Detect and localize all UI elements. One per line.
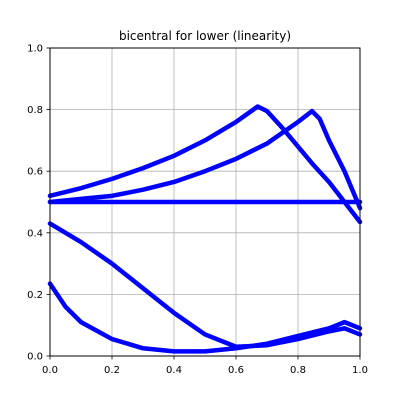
y-tick-label: 0.8	[27, 105, 43, 116]
x-tick-label: 0.2	[104, 365, 120, 376]
y-tick-label: 1.0	[27, 44, 43, 55]
x-tick-label: 1.0	[352, 365, 368, 376]
y-tick-label: 0.2	[27, 290, 43, 301]
y-tick-label: 0.6	[27, 167, 43, 178]
x-tick-label: 0.4	[166, 365, 182, 376]
data-series	[47, 104, 363, 354]
chart-title: bicentral for lower (linearity)	[119, 29, 291, 43]
y-tick-label: 0.4	[27, 228, 43, 239]
series-line-2	[47, 108, 363, 211]
series-line-5	[47, 281, 363, 354]
y-tick-label: 0.0	[27, 352, 43, 363]
x-tick-label: 0.0	[42, 365, 58, 376]
x-tick-label: 0.6	[228, 365, 244, 376]
series-line-4	[47, 221, 363, 350]
plot-frame	[49, 47, 361, 357]
axis-ticks: 0.0 0.2 0.4 0.6 0.8 1.0 0.0 0.2 0.4 0.6 0.8 1.0	[27, 44, 368, 377]
series-line-1	[47, 104, 363, 225]
x-tick-label: 0.8	[290, 365, 306, 376]
